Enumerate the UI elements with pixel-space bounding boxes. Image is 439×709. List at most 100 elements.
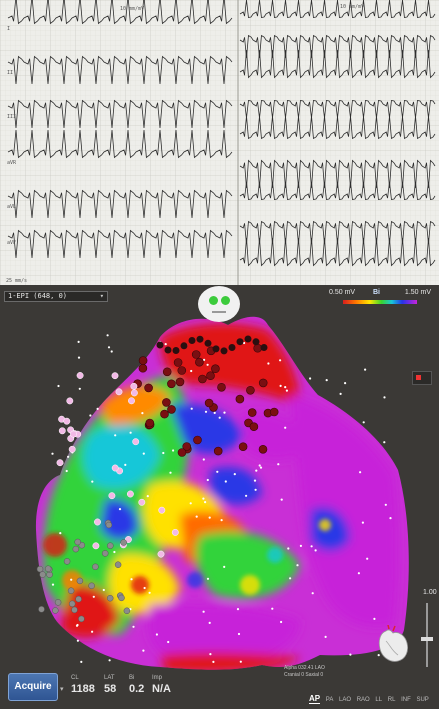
map-point[interactable] bbox=[344, 382, 347, 385]
map-point[interactable] bbox=[299, 544, 302, 547]
map-point[interactable] bbox=[130, 578, 133, 581]
dark-tag[interactable] bbox=[220, 347, 228, 355]
map-point[interactable] bbox=[212, 660, 215, 663]
ablation-tag[interactable] bbox=[253, 343, 263, 353]
ablation-tag[interactable] bbox=[211, 364, 220, 373]
map-point[interactable] bbox=[142, 452, 145, 455]
pink-tag[interactable] bbox=[124, 536, 132, 543]
map-point[interactable] bbox=[106, 334, 109, 337]
dark-tag[interactable] bbox=[172, 347, 180, 354]
ablation-tag[interactable] bbox=[177, 448, 187, 457]
ablation-tag[interactable] bbox=[246, 386, 255, 395]
pink-tag[interactable] bbox=[111, 464, 119, 472]
map-point[interactable] bbox=[366, 557, 369, 560]
map-point[interactable] bbox=[284, 426, 287, 429]
map-point[interactable] bbox=[324, 635, 327, 638]
pink-tag[interactable] bbox=[63, 417, 71, 425]
ablation-tag[interactable] bbox=[167, 379, 176, 389]
map-point[interactable] bbox=[389, 517, 392, 520]
ablation-tag[interactable] bbox=[160, 409, 169, 419]
pink-tag[interactable] bbox=[128, 397, 135, 405]
map-point[interactable] bbox=[67, 455, 70, 458]
tab-view-pa[interactable]: PA bbox=[325, 697, 334, 703]
ablation-tag[interactable] bbox=[195, 357, 204, 367]
map-point[interactable] bbox=[114, 434, 117, 437]
map-point[interactable] bbox=[310, 545, 313, 548]
map-point[interactable] bbox=[208, 516, 211, 519]
map-point[interactable] bbox=[209, 653, 212, 656]
map-point[interactable] bbox=[377, 654, 380, 657]
ablation-tag[interactable] bbox=[269, 407, 279, 417]
map-point[interactable] bbox=[124, 463, 127, 466]
map-point[interactable] bbox=[59, 532, 62, 535]
map-point[interactable] bbox=[254, 488, 257, 491]
map-point[interactable] bbox=[75, 624, 79, 627]
map-point[interactable] bbox=[110, 350, 113, 353]
map-point[interactable] bbox=[204, 410, 208, 413]
ablation-tag[interactable] bbox=[206, 371, 215, 380]
grey-tag[interactable] bbox=[39, 571, 46, 578]
map-point[interactable] bbox=[162, 451, 165, 455]
ablation-tag[interactable] bbox=[145, 418, 155, 428]
pink-tag[interactable] bbox=[111, 372, 119, 380]
grey-tag[interactable] bbox=[105, 521, 113, 529]
map-point[interactable] bbox=[362, 421, 365, 424]
map-point[interactable] bbox=[279, 384, 282, 387]
map-point[interactable] bbox=[280, 620, 283, 624]
map-point[interactable] bbox=[383, 396, 386, 399]
map-point[interactable] bbox=[223, 411, 226, 414]
map-point[interactable] bbox=[91, 630, 94, 633]
chevron-down-icon[interactable]: ▾ bbox=[60, 686, 64, 693]
ablation-tag[interactable] bbox=[162, 398, 171, 407]
ablation-tag[interactable] bbox=[193, 435, 202, 445]
ablation-tag[interactable] bbox=[177, 366, 187, 375]
pink-tag[interactable] bbox=[126, 490, 134, 498]
pink-tag[interactable] bbox=[58, 427, 66, 435]
grey-tag[interactable] bbox=[78, 615, 85, 623]
grey-tag[interactable] bbox=[88, 582, 95, 590]
zoom-slider-track[interactable] bbox=[426, 603, 428, 667]
pink-tag[interactable] bbox=[130, 382, 138, 390]
map-point[interactable] bbox=[289, 577, 292, 580]
grey-tag[interactable] bbox=[92, 563, 99, 571]
map-point[interactable] bbox=[311, 592, 314, 595]
map-point[interactable] bbox=[155, 633, 158, 636]
dark-tag[interactable] bbox=[180, 342, 188, 350]
ablation-tag[interactable] bbox=[138, 363, 148, 373]
map-point[interactable] bbox=[202, 610, 205, 613]
map-point[interactable] bbox=[384, 503, 387, 506]
pink-tag[interactable] bbox=[138, 498, 146, 506]
map-selector[interactable]: 1-EPI (648, 0) ▾ bbox=[4, 291, 108, 302]
map-point[interactable] bbox=[77, 356, 81, 359]
map-point[interactable] bbox=[190, 369, 193, 373]
grey-tag[interactable] bbox=[38, 606, 45, 613]
grey-tag[interactable] bbox=[76, 577, 84, 585]
map-point[interactable] bbox=[383, 441, 386, 444]
map-point[interactable] bbox=[296, 564, 299, 567]
map-point[interactable] bbox=[277, 463, 280, 466]
map-point[interactable] bbox=[364, 368, 367, 371]
pink-tag[interactable] bbox=[108, 492, 116, 500]
map-point[interactable] bbox=[169, 471, 172, 474]
tab-view-lao[interactable]: LAO bbox=[339, 697, 352, 703]
map-point[interactable] bbox=[361, 521, 364, 524]
map-point[interactable] bbox=[213, 411, 216, 414]
map-point[interactable] bbox=[148, 591, 151, 594]
ablation-tag[interactable] bbox=[258, 378, 268, 388]
map-point[interactable] bbox=[255, 469, 258, 472]
map-point[interactable] bbox=[220, 519, 223, 522]
map-point[interactable] bbox=[243, 341, 246, 345]
grey-tag[interactable] bbox=[36, 565, 44, 573]
map-point[interactable] bbox=[216, 470, 219, 473]
ablation-tag[interactable] bbox=[204, 398, 214, 408]
dark-tag[interactable] bbox=[196, 335, 204, 343]
ablation-tag[interactable] bbox=[138, 356, 148, 365]
dark-tag[interactable] bbox=[244, 335, 252, 343]
tab-view-rl[interactable]: RL bbox=[387, 697, 396, 703]
grey-tag[interactable] bbox=[44, 565, 52, 572]
map-point[interactable] bbox=[206, 577, 210, 580]
map-point[interactable] bbox=[80, 660, 83, 663]
ablation-tag[interactable] bbox=[144, 383, 153, 393]
map-point[interactable] bbox=[236, 608, 240, 611]
pink-tag[interactable] bbox=[158, 506, 166, 514]
